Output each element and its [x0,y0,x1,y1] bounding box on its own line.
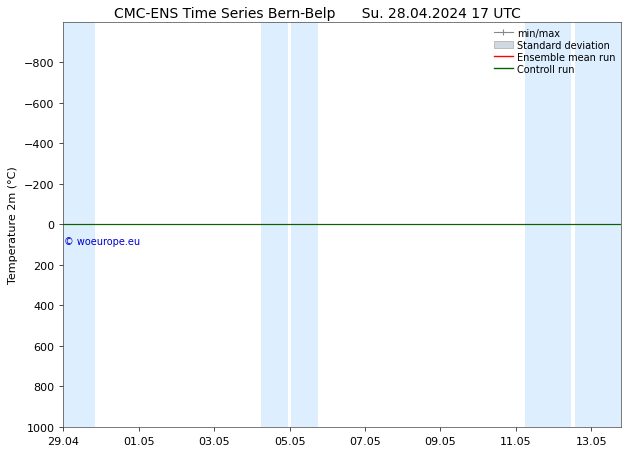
Bar [525,23,571,427]
Text: CMC-ENS Time Series Bern-Belp      Su. 28.04.2024 17 UTC: CMC-ENS Time Series Bern-Belp Su. 28.04.… [113,7,521,21]
Bar [575,23,621,427]
Y-axis label: Temperature 2m (°C): Temperature 2m (°C) [8,166,18,284]
Bar [63,23,96,427]
Bar [261,23,288,427]
Legend: min/max, Standard deviation, Ensemble mean run, Controll run: min/max, Standard deviation, Ensemble me… [491,26,618,78]
Bar [292,23,318,427]
Text: © woeurope.eu: © woeurope.eu [64,236,140,246]
